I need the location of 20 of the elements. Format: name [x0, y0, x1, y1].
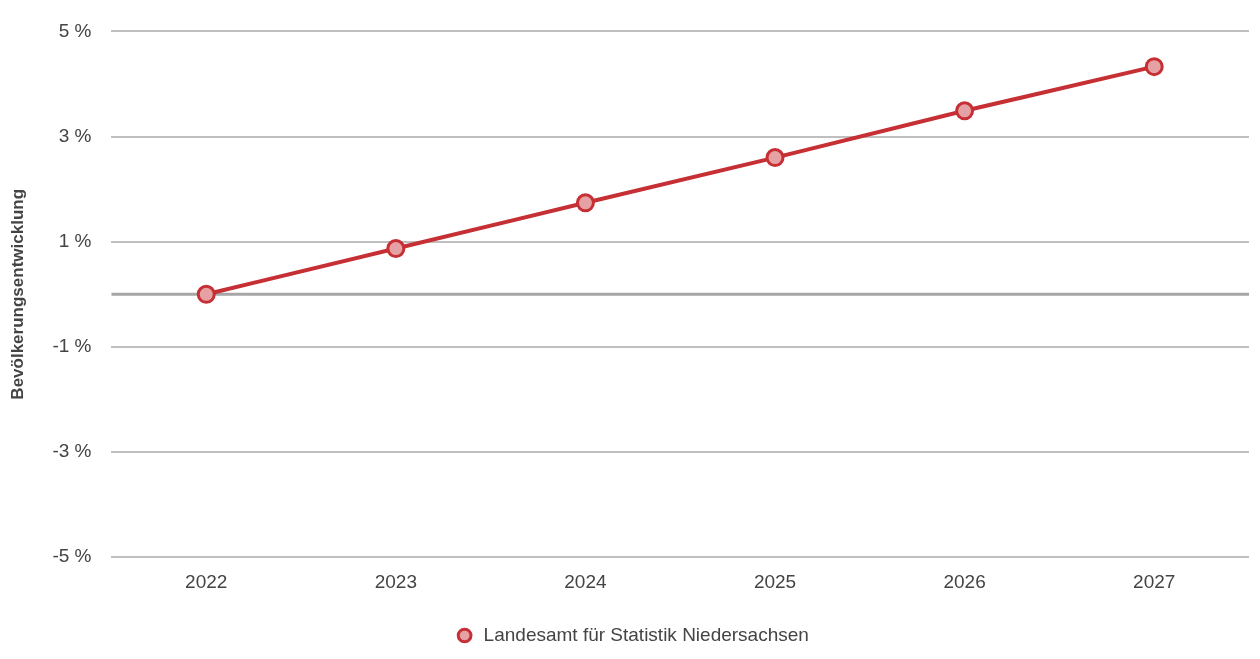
point: [1144, 57, 1164, 77]
y-tick-label: 3 %: [58, 124, 92, 146]
x-tick-label: 2025: [753, 570, 797, 592]
x-tick-label: 2027: [1133, 570, 1176, 592]
point: [955, 101, 975, 121]
y-axis-title: Bevölkerungsentwicklung: [7, 188, 27, 400]
point: [196, 284, 216, 304]
y-tick-label: -1 %: [52, 335, 92, 357]
point: [386, 239, 406, 259]
x-tick-label: 2023: [374, 570, 417, 592]
legend-label: Landesamt für Statistik Niedersachsen: [483, 623, 809, 645]
point: [765, 148, 785, 168]
y-tick-label: 1 %: [58, 229, 92, 251]
y-tick-label: 5 %: [58, 19, 92, 41]
x-tick-label: 2024: [564, 570, 607, 592]
point: [575, 193, 595, 213]
y-tick-label: -5 %: [52, 545, 92, 567]
x-tick-label: 2022: [185, 570, 228, 592]
y-tick-label: -3 %: [52, 440, 92, 462]
x-tick-label: 2026: [943, 570, 986, 592]
